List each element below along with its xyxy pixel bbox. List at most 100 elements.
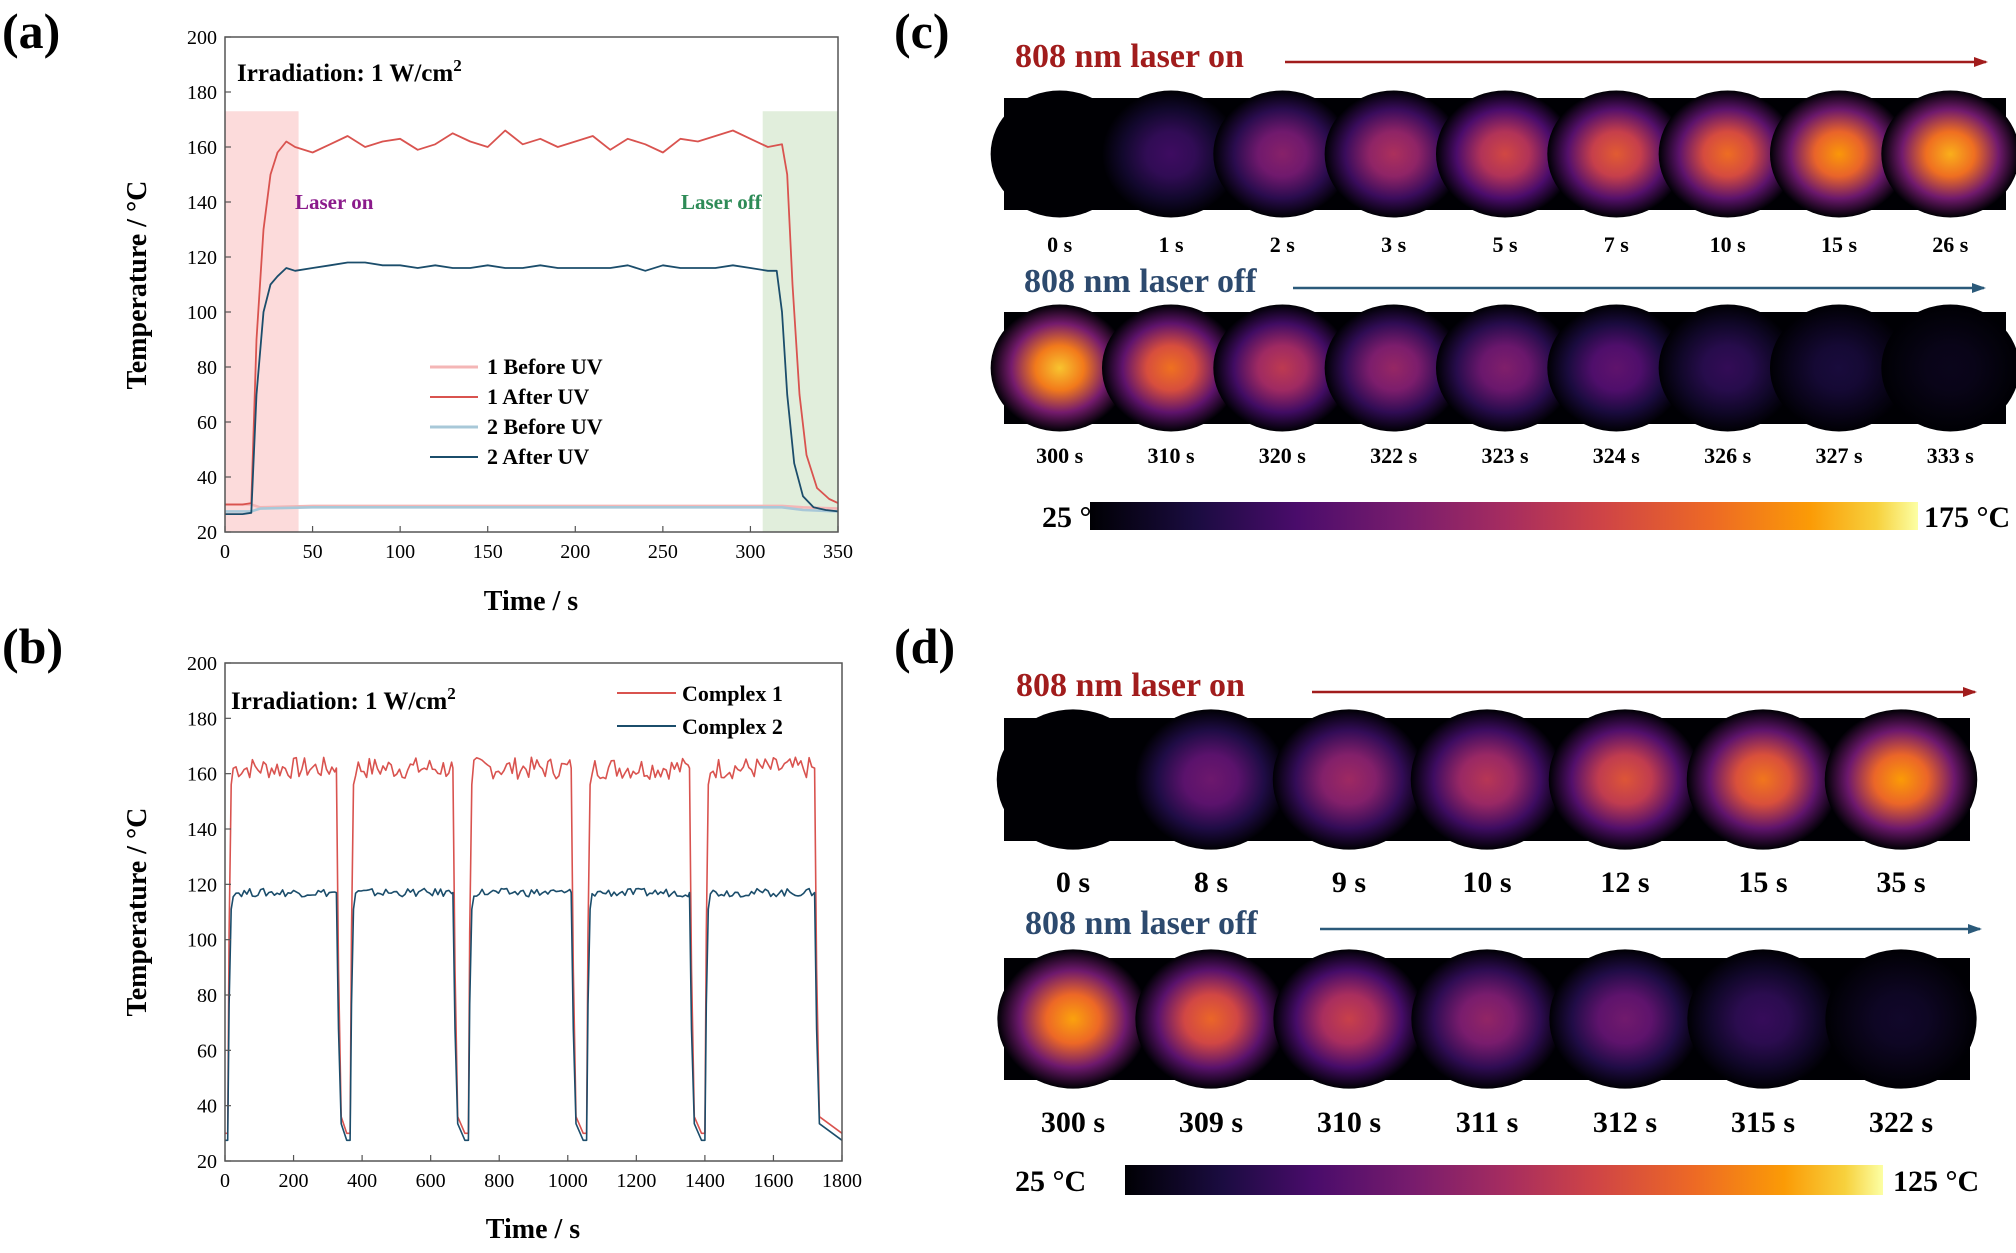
x-tick-label: 400 [347,1170,377,1192]
time-label: 8 s [1194,866,1228,899]
x-tick-label: 50 [303,541,323,563]
x-axis-title: Time / s [484,586,578,617]
color-scale-min: 25 °C [1015,1165,1086,1198]
time-label: 10 s [1710,232,1747,257]
time-label: 5 s [1492,232,1518,257]
thermal-spot [1687,949,1839,1089]
time-label: 310 s [1317,1106,1381,1139]
time-label: 327 s [1815,443,1863,468]
y-tick-label: 60 [197,1040,217,1062]
thermal-spot [1769,304,1909,432]
series-group [225,129,839,515]
thermal-spot [1101,90,1241,218]
thermal-spot [1135,949,1287,1089]
legend: 1 Before UV 1 After UV 2 Before UV 2 After … [430,354,603,469]
laser-off-title: 808 nm laser off [1025,905,1258,942]
plot-frame [224,36,839,533]
plot-frame [224,662,843,1162]
y-tick-label: 160 [187,764,217,786]
y-tick-label: 80 [197,357,217,379]
y-tick-label: 100 [187,302,217,324]
legend-label: 1 After UV [487,384,589,409]
laser-on-title: 808 nm laser on [1016,667,1245,704]
x-tick-label: 200 [560,541,590,563]
y-tick-label: 180 [187,708,217,730]
x-tick-label: 0 [220,1170,230,1192]
y-tick-label: 200 [187,653,217,675]
thermal-spot [997,949,1149,1089]
panel-label-a: (a) [2,3,60,59]
thermal-spot [1547,90,1686,218]
y-tick-label: 40 [197,1096,217,1118]
y-axis-title: Temperature / °C [122,181,153,390]
series-group [225,756,843,1142]
series-line [225,887,843,1142]
x-axis-title: Time / s [486,1214,580,1245]
x-tick-label: 1000 [548,1170,588,1192]
panel-label-d: (d) [894,618,955,674]
time-label: 3 s [1381,232,1407,257]
time-label: 312 s [1593,1106,1657,1139]
x-tick-label: 250 [648,541,678,563]
time-label: 9 s [1332,866,1366,899]
thermal-spot [1324,304,1463,432]
y-axis-title: Temperature / °C [122,808,153,1017]
thermal-spot [1658,90,1797,218]
laser-on-band [225,111,299,532]
thermal-spot [1273,949,1425,1089]
thermal-spot [996,709,1150,850]
color-scale-bar [1125,1165,1883,1195]
y-tick-label: 20 [197,1151,217,1173]
panel-a: (a) 0 50 100 150 200 250 300 350 20 40 60 80 100 120 1… [2,3,853,617]
thermal-spot [1213,304,1352,432]
laser-off-annotation: Laser off [681,190,763,214]
time-label: 0 s [1047,232,1073,257]
series-line [225,129,839,506]
thermal-spot [1658,304,1797,432]
time-label: 326 s [1704,443,1752,468]
x-tick-label: 0 [220,541,230,563]
time-label: 323 s [1481,443,1529,468]
thermal-spot [1549,949,1701,1089]
series-line [225,503,839,510]
time-label: 324 s [1593,443,1641,468]
time-label: 35 s [1876,866,1925,899]
y-tick-label: 100 [187,930,217,952]
x-tick-label: 600 [416,1170,446,1192]
thermal-strip-on [990,90,2016,218]
y-tick-label: 80 [197,985,217,1007]
thermal-spot [990,90,1129,218]
y-tick-label: 200 [187,27,217,49]
x-tick-label: 1400 [685,1170,725,1192]
y-tick-label: 40 [197,467,217,489]
series-line [225,756,843,1135]
y-tick-label: 140 [187,819,217,841]
time-labels-on: 0 s 8 s 9 s 10 s 12 s 15 s 35 s [1056,866,1926,899]
y-tick-label: 120 [187,874,217,896]
legend-label: Complex 1 [682,681,783,706]
time-label: 26 s [1932,232,1969,257]
panel-d: (d) 808 nm laser on 0 s 8 s 9 s 10 s 12 s 15 … [894,618,1982,1198]
laser-on-title: 808 nm laser on [1015,38,1244,75]
thermal-spot [1547,304,1686,432]
thermal-strip-off [997,949,1977,1089]
time-label: 333 s [1927,443,1975,468]
x-tick-label: 100 [385,541,415,563]
time-label: 320 s [1259,443,1307,468]
thermal-spot [1881,304,2016,432]
legend-label: 2 Before UV [487,414,603,439]
thermal-spot [1272,709,1426,850]
thermal-spot [1324,90,1463,218]
thermal-spot [1824,709,1978,850]
time-label: 12 s [1600,866,1649,899]
time-label: 2 s [1270,232,1296,257]
legend-label: Complex 2 [682,714,783,739]
state-bands [225,111,838,532]
thermal-spot [1410,709,1564,850]
legend-label: 1 Before UV [487,354,603,379]
time-label: 1 s [1158,232,1184,257]
time-label: 311 s [1456,1106,1519,1139]
x-tick-label: 1600 [753,1170,793,1192]
x-tick-label: 200 [279,1170,309,1192]
thermal-spot [1435,304,1575,432]
